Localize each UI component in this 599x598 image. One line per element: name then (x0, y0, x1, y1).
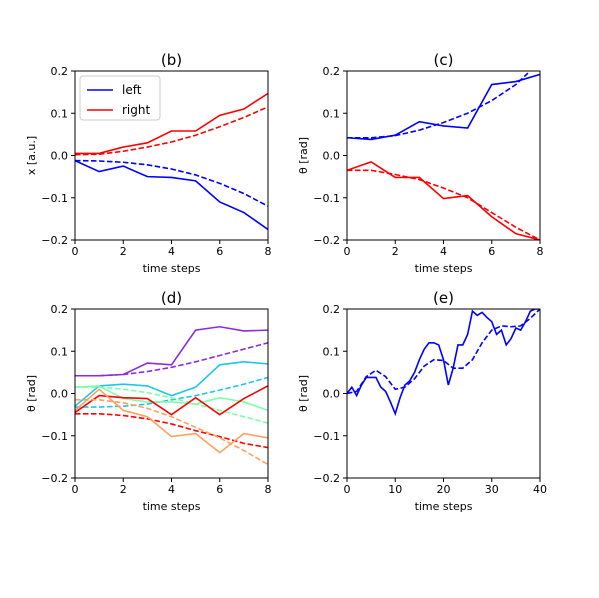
y-tick-label: 0.2 (323, 65, 341, 78)
series-line (347, 169, 540, 240)
chart-panel: 0 10 20 30 40 0.2 0.1 0.0 −0.1 −0.2 (e) time steps θ… (297, 289, 547, 513)
y-tick-label: −0.1 (313, 192, 340, 205)
y-tick-label: 0.0 (51, 388, 69, 401)
panel-title: (b) (161, 51, 182, 69)
x-tick-label: 4 (168, 483, 175, 496)
x-tick-label: 10 (388, 483, 402, 496)
x-tick-label: 8 (537, 245, 544, 258)
y-axis-label: θ [rad] (25, 375, 38, 412)
x-tick-label: 8 (265, 483, 272, 496)
series-line (75, 342, 268, 377)
y-tick-label: 0.0 (323, 388, 341, 401)
x-tick-label: 40 (533, 483, 547, 496)
x-tick-label: 8 (265, 245, 272, 258)
y-tick-label: −0.2 (313, 234, 340, 247)
x-tick-label: 2 (120, 245, 127, 258)
y-tick-label: 0.1 (51, 345, 69, 358)
y-tick-label: 0.2 (51, 65, 69, 78)
chart-panel: 0 2 4 6 8 0.2 0.1 0.0 −0.1 −0.2 (c) time steps θ [ra… (297, 51, 544, 275)
legend-label: left (122, 83, 142, 97)
x-tick-label: 6 (488, 245, 495, 258)
series-line (75, 159, 268, 207)
x-tick-label: 2 (120, 483, 127, 496)
y-tick-label: −0.2 (313, 472, 340, 485)
y-tick-label: 0.2 (323, 303, 341, 316)
x-tick-label: 2 (392, 245, 399, 258)
x-tick-label: 4 (168, 245, 175, 258)
series-line (347, 73, 540, 141)
y-tick-label: −0.2 (41, 472, 68, 485)
plot-frame (346, 70, 541, 241)
series-line (75, 385, 268, 412)
y-axis-label: x [a.u.] (25, 136, 38, 175)
plot-frame (346, 308, 541, 479)
series-line (75, 388, 268, 454)
y-tick-label: 0.0 (323, 150, 341, 163)
y-tick-label: −0.1 (41, 192, 68, 205)
legend-label: right (122, 103, 150, 117)
y-tick-label: −0.2 (41, 234, 68, 247)
panel-title: (d) (161, 289, 182, 307)
chart-panel: 0 2 4 6 8 0.2 0.1 0.0 −0.1 −0.2 (b) time steps x [a.… (25, 51, 272, 275)
y-tick-label: 0.0 (51, 150, 69, 163)
y-tick-label: 0.1 (51, 107, 69, 120)
x-tick-label: 6 (216, 483, 223, 496)
x-tick-label: 4 (440, 245, 447, 258)
x-tick-label: 0 (344, 483, 351, 496)
panel-title: (e) (433, 289, 454, 307)
y-tick-label: 0.1 (323, 107, 341, 120)
x-tick-label: 0 (72, 483, 79, 496)
series-line (75, 412, 268, 449)
y-axis-label: θ [rad] (297, 137, 310, 174)
x-tick-label: 6 (216, 245, 223, 258)
x-axis-label: time steps (415, 500, 473, 513)
series-line (347, 309, 540, 417)
series-line (347, 72, 529, 139)
x-axis-label: time steps (143, 262, 201, 275)
x-axis-label: time steps (415, 262, 473, 275)
series-line (75, 92, 268, 155)
y-axis-label: θ [rad] (297, 375, 310, 412)
x-tick-label: 0 (72, 245, 79, 258)
y-tick-label: 0.2 (51, 303, 69, 316)
series-line (347, 160, 540, 240)
x-axis-label: time steps (143, 500, 201, 513)
chart-panel: 0 2 4 6 8 0.2 0.1 0.0 −0.1 −0.2 (d) time steps θ [ra… (25, 289, 272, 513)
x-tick-label: 30 (485, 483, 499, 496)
series-line (75, 106, 268, 156)
series-line (75, 361, 268, 407)
y-tick-label: −0.1 (41, 430, 68, 443)
series-line (75, 159, 268, 231)
series-line (347, 309, 540, 395)
panel-title: (c) (434, 51, 454, 69)
legend-box (79, 75, 161, 121)
series-line (75, 386, 268, 424)
series-line (75, 325, 268, 377)
series-line (75, 399, 268, 466)
y-tick-label: −0.1 (313, 430, 340, 443)
x-tick-label: 0 (344, 245, 351, 258)
y-tick-label: 0.1 (323, 345, 341, 358)
series-line (75, 376, 268, 408)
x-tick-label: 20 (437, 483, 451, 496)
